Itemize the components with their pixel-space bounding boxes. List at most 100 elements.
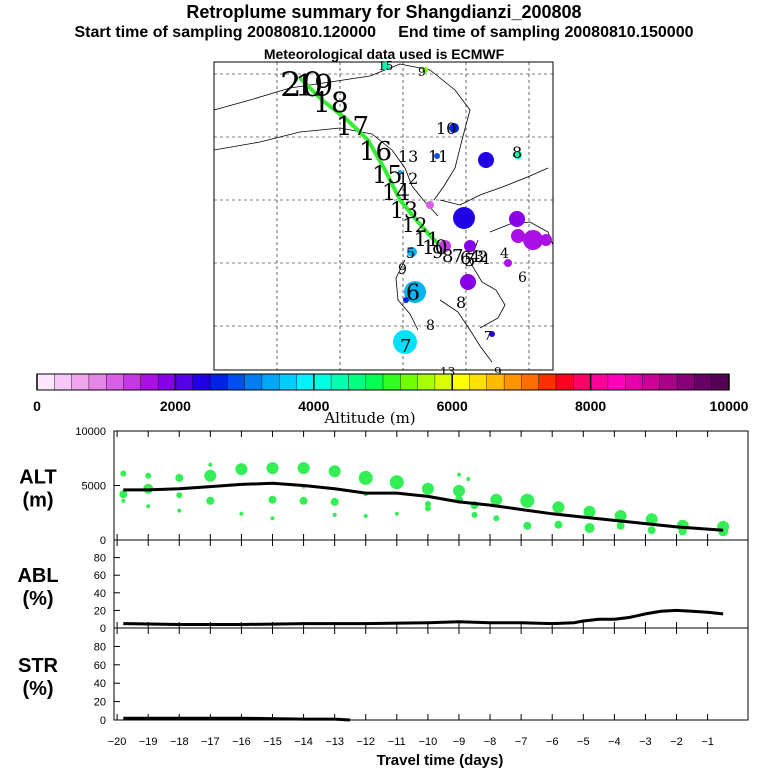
- colorbar-segment: [521, 373, 540, 391]
- colorbar-segment: [434, 373, 453, 391]
- cluster-label: 8: [426, 318, 435, 334]
- abl-line: [123, 608, 724, 626]
- ytick-label: 60: [94, 660, 106, 672]
- trajectory: [298, 76, 446, 250]
- xtick-label: −12: [356, 736, 375, 748]
- colorbar-segment: [400, 373, 419, 391]
- colorbar-segment: [330, 373, 349, 391]
- colorbar-segment: [88, 373, 107, 391]
- xtick-label: −11: [388, 736, 406, 748]
- cluster-label: 7: [484, 329, 492, 343]
- particle-cluster: [489, 331, 495, 337]
- day-label: 15: [372, 161, 403, 189]
- particle-cluster: [514, 151, 522, 159]
- xtick-label: −17: [201, 736, 220, 748]
- colorbar-tick-label: 0: [33, 398, 41, 414]
- day-label: 6: [460, 248, 471, 269]
- cluster-label: 8: [512, 143, 522, 162]
- panel-ylabel-unit: (%): [22, 678, 53, 700]
- alt-point: [490, 493, 503, 506]
- x-axis: −20 −19 −18 −17 −16 −15 −14 −13 −12 −11 −10 −9 −8 −7 −…: [108, 736, 714, 748]
- xtick-label: −16: [232, 736, 251, 748]
- alt-point: [268, 495, 277, 504]
- coastline: [395, 259, 419, 331]
- panel-ylabel-unit: (m): [22, 490, 53, 512]
- particle-cluster: [449, 123, 459, 133]
- cluster-label: 4: [500, 246, 509, 262]
- alt-point: [235, 463, 248, 476]
- day-label: 4: [470, 247, 480, 266]
- particle-cluster: [511, 229, 525, 243]
- particle-clusters: [382, 62, 552, 354]
- cluster-label: 10: [436, 119, 456, 138]
- coastline: [469, 239, 506, 329]
- alt-point: [389, 475, 404, 490]
- ytick-label: 40: [94, 678, 106, 690]
- alt-point: [145, 472, 152, 479]
- ytick-label: 0: [100, 535, 106, 547]
- particle-cluster: [422, 67, 428, 73]
- cluster-label: 11: [428, 147, 448, 166]
- day-label: 5: [464, 250, 475, 271]
- day-label: 7: [452, 246, 463, 267]
- colorbar-label: Altitude (m): [323, 409, 415, 427]
- colorbar-segment: [417, 373, 436, 391]
- particle-cluster: [382, 62, 390, 70]
- alt-point: [299, 496, 308, 505]
- ytick-label: 20: [94, 697, 106, 709]
- colorbar-segment: [261, 373, 280, 391]
- day-label: 8: [442, 246, 453, 267]
- cluster-label: 9: [418, 65, 426, 79]
- map-frame: [213, 61, 554, 371]
- alt-point: [554, 520, 563, 529]
- ytick-label: 0: [100, 715, 106, 727]
- particle-cluster: [393, 330, 417, 354]
- colorbar: 0 2000 4000 6000 8000 10000: [33, 373, 749, 414]
- alt-point: [121, 498, 126, 503]
- colorbar-segment: [227, 373, 246, 391]
- ytick-label: 5000: [82, 481, 106, 493]
- ytick-label: 20: [94, 605, 106, 617]
- ytick-label: 0: [100, 623, 106, 635]
- alt-point: [471, 511, 478, 518]
- particle-cluster: [407, 247, 417, 257]
- alt-point: [523, 521, 532, 530]
- xtick-label: −19: [139, 736, 158, 748]
- ytick-label: 80: [94, 553, 106, 565]
- map-grid: [214, 62, 553, 370]
- colorbar-segment: [486, 373, 505, 391]
- colorbar-segment: [348, 373, 367, 391]
- xtick-label: −8: [484, 736, 497, 748]
- colorbar-segment: [503, 373, 522, 391]
- colorbar-segment: [694, 373, 713, 391]
- particle-cluster: [426, 201, 434, 209]
- cluster-label: 8: [456, 293, 466, 312]
- cluster-label: 13: [398, 147, 418, 166]
- day-label: 3: [474, 247, 484, 266]
- colorbar-segment: [105, 373, 124, 391]
- xtick-label: −2: [670, 736, 683, 748]
- alt-point: [647, 526, 656, 535]
- alt-panel: ALT(m) 10000 5000 0: [19, 426, 749, 547]
- panel-ylabel: ABL: [17, 565, 58, 587]
- chart-title: Retroplume summary for Shangdianzi_20080…: [186, 2, 582, 22]
- str-panel: STR(%) 80 60 40 20 0: [18, 627, 749, 727]
- particle-cluster: [460, 274, 476, 290]
- particle-cluster: [523, 230, 543, 250]
- trajectory-line: [298, 76, 446, 250]
- xtick-label: −4: [608, 736, 621, 748]
- day-label: 20: [280, 65, 323, 105]
- colorbar-segment: [659, 373, 678, 391]
- particle-cluster: [439, 240, 451, 252]
- panel-ylabel-unit: (%): [22, 588, 53, 610]
- day-label: 17: [336, 112, 369, 142]
- alt-mean-line: [123, 481, 724, 532]
- colorbar-segment: [590, 373, 609, 391]
- alt-point: [176, 492, 183, 499]
- colorbar-segment: [469, 373, 488, 391]
- colorbar-segment: [279, 373, 298, 391]
- panel-ylabel: ALT: [19, 467, 56, 489]
- alt-point: [678, 527, 687, 536]
